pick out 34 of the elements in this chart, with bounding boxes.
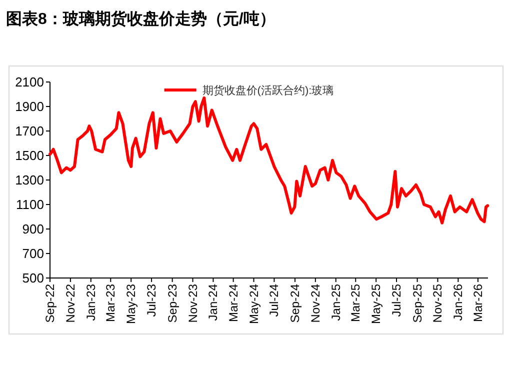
x-tick-label: Mar-23: [104, 284, 118, 322]
x-tick-label: May-24: [246, 284, 261, 324]
x-tick-label: Jul-24: [267, 284, 282, 317]
x-tick-label: Sep-23: [165, 284, 180, 323]
x-tick-label: Nov-22: [63, 284, 78, 323]
x-tick-label: Nov-24: [308, 284, 322, 323]
legend-label: 期货收盘价(活跃合约):玻璃: [202, 84, 334, 97]
x-tick-label: Sep-22: [43, 284, 57, 323]
x-tick-label: Sep-24: [288, 284, 302, 323]
x-tick-label: Jul-25: [390, 284, 404, 317]
chart-title: 图表8：玻璃期货收盘价走势（元/吨）: [6, 10, 276, 28]
line-series: [48, 96, 490, 224]
x-tick-label: Mar-26: [470, 284, 485, 322]
x-tick-label: Jul-23: [144, 284, 159, 317]
x-tick-label: May-25: [369, 284, 384, 324]
y-tick-label: 1300: [15, 172, 44, 188]
x-tick-label: Sep-25: [410, 284, 424, 323]
x-tick-label: Jan-23: [84, 284, 98, 321]
x-tick-label: May-23: [124, 284, 138, 324]
y-tick-label: 1700: [15, 124, 44, 138]
y-tick-label: 1100: [16, 197, 44, 212]
y-tick-label: 1500: [15, 148, 44, 163]
x-tick-label: Jan-26: [451, 284, 466, 321]
x-tick-label: Mar-25: [348, 284, 363, 322]
x-tick-label: Jan-24: [206, 284, 220, 321]
x-tick-label: Mar-24: [226, 284, 240, 322]
x-tick-label: Nov-25: [430, 284, 445, 323]
y-tick-label: 500: [22, 270, 44, 286]
y-tick-label: 2100: [15, 74, 44, 90]
y-tick-label: 900: [22, 222, 44, 236]
x-tick-label: Jan-25: [328, 284, 343, 321]
x-tick-label: Nov-23: [186, 284, 200, 323]
y-tick-label: 700: [22, 246, 44, 261]
y-tick-label: 1900: [15, 99, 44, 114]
